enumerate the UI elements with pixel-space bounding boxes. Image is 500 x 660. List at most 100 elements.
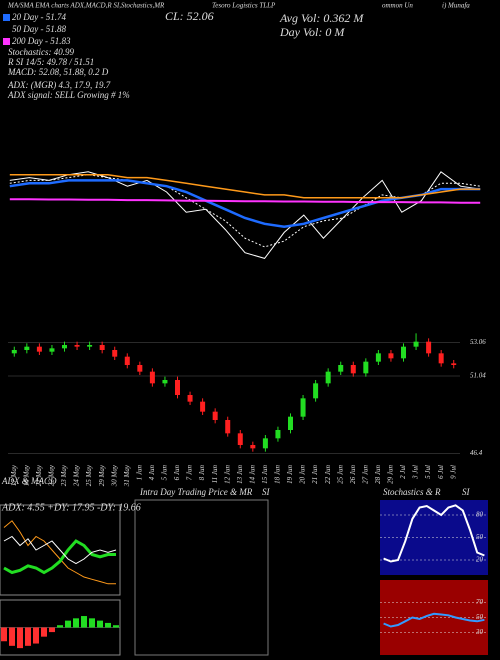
macd-bar bbox=[97, 620, 103, 628]
panel-title: SI bbox=[462, 487, 471, 497]
macd-bar bbox=[49, 627, 55, 633]
macd-bar bbox=[9, 627, 15, 646]
x-tick-label: 22 May bbox=[48, 464, 56, 486]
candle-body bbox=[212, 411, 218, 420]
x-tick-label: 3 Jul bbox=[412, 465, 420, 480]
candle-body bbox=[175, 380, 180, 395]
candle-body bbox=[388, 353, 394, 359]
indicator-label: R SI 14/5: 49.78 / 51.51 bbox=[7, 57, 94, 67]
macd-bar bbox=[57, 625, 63, 628]
candle-body bbox=[325, 371, 331, 384]
x-tick-label: 13 Jun bbox=[236, 465, 244, 484]
candle-body bbox=[300, 398, 306, 417]
x-tick-label: 22 Jun bbox=[324, 465, 332, 484]
legend-swatch bbox=[3, 38, 10, 45]
x-tick-label: 26 Jun bbox=[349, 465, 357, 484]
y-tick-label: 80 bbox=[476, 511, 484, 519]
candle-body bbox=[162, 380, 168, 384]
candle-body bbox=[401, 346, 406, 359]
candle-body bbox=[363, 361, 369, 374]
y-tick-label: 70 bbox=[476, 598, 484, 606]
y-tick-label: 50 bbox=[476, 613, 484, 621]
volume-label: Avg Vol: 0.362 M bbox=[279, 11, 364, 25]
x-tick-label: 27 Jun bbox=[361, 465, 369, 484]
series-line bbox=[9, 173, 481, 199]
macd-bar bbox=[25, 627, 31, 646]
series-line bbox=[383, 612, 485, 628]
x-tick-label: 23 May bbox=[60, 464, 68, 486]
x-tick-label: 30 May bbox=[110, 464, 118, 487]
x-tick-label: 18 May bbox=[22, 464, 30, 486]
x-tick-label: 7 Jun bbox=[186, 465, 194, 481]
candle-body bbox=[187, 395, 193, 402]
y-tick-label: 51.04 bbox=[470, 372, 486, 380]
x-tick-label: 29 May bbox=[98, 464, 106, 486]
x-tick-label: 18 Jun bbox=[274, 465, 282, 484]
header-text: ommon Un bbox=[382, 2, 413, 10]
series-line bbox=[3, 539, 116, 575]
candle-body bbox=[288, 416, 293, 430]
candle-body bbox=[124, 356, 130, 365]
intraday-panel bbox=[134, 499, 269, 656]
candle-body bbox=[451, 363, 457, 365]
y-tick-label: 50 bbox=[476, 533, 484, 541]
panel-title: Intra Day Trading Price & MR bbox=[139, 487, 253, 497]
macd-bar bbox=[1, 627, 7, 642]
candle-body bbox=[438, 353, 444, 364]
header-text: MA/SMA EMA charts ADX,MACD,R SI,Stochast… bbox=[7, 2, 165, 10]
x-tick-label: 4 Jun bbox=[148, 465, 156, 481]
panel-title: ADX & MACD bbox=[1, 476, 57, 486]
x-tick-label: 29 Jun bbox=[387, 465, 395, 484]
x-tick-label: 9 Jul bbox=[449, 465, 457, 479]
candle-body bbox=[112, 350, 118, 357]
ma-label: 20 Day - 51.74 bbox=[12, 12, 66, 22]
x-tick-label: 24 May bbox=[73, 464, 81, 486]
macd-bar bbox=[81, 616, 87, 628]
x-tick-label: 5 Jul bbox=[424, 465, 432, 479]
close-label: CL: 52.06 bbox=[165, 9, 214, 23]
x-tick-label: 25 Jun bbox=[336, 465, 344, 484]
macd-bar bbox=[65, 620, 71, 628]
y-tick-label: 20 bbox=[476, 556, 484, 564]
ma-label: 200 Day - 51.83 bbox=[12, 36, 71, 46]
x-tick-label: 28 Jun bbox=[374, 465, 382, 484]
x-tick-label: 21 May bbox=[35, 464, 43, 486]
candle-body bbox=[24, 346, 30, 350]
candle-body bbox=[11, 350, 17, 354]
panel-subtitle: ADX: 4.55 +DY: 17.95 -DY: 19.66 bbox=[1, 502, 141, 513]
legend-swatch bbox=[3, 14, 10, 21]
macd-bar bbox=[41, 627, 47, 637]
candle-body bbox=[350, 365, 356, 374]
candle-body bbox=[99, 345, 105, 350]
ma-label: 50 Day - 51.88 bbox=[12, 24, 66, 34]
series-line bbox=[3, 535, 117, 565]
series-line bbox=[9, 171, 481, 259]
macd-bar bbox=[17, 627, 23, 649]
x-tick-label: 25 May bbox=[85, 464, 93, 486]
candle-body bbox=[250, 445, 256, 449]
x-tick-label: 12 Jun bbox=[223, 465, 231, 484]
x-tick-label: 31 May bbox=[123, 464, 131, 487]
panel-border bbox=[0, 504, 121, 596]
macd-bar bbox=[33, 627, 39, 644]
y-tick-label: 46.4 bbox=[470, 449, 483, 457]
y-tick-label: 53.06 bbox=[470, 338, 486, 346]
x-tick-label: 5 Jun bbox=[161, 465, 169, 481]
macd-bar bbox=[113, 625, 119, 628]
x-tick-label: 2 Jul bbox=[399, 465, 407, 479]
candle-body bbox=[375, 353, 381, 362]
candle-body bbox=[49, 348, 55, 352]
panel-title: Stochastics & R bbox=[383, 487, 441, 497]
x-tick-label: 8 Jun bbox=[198, 465, 206, 481]
indicator-label: Stochastics: 40.99 bbox=[8, 47, 74, 57]
header-text: Tesoro Logistics TLLP bbox=[212, 2, 276, 10]
x-tick-label: 20 Jun bbox=[299, 465, 307, 484]
candle-body bbox=[36, 346, 42, 352]
macd-bar bbox=[73, 618, 79, 628]
volume-label: Day Vol: 0 M bbox=[279, 25, 345, 39]
panel-title: SI bbox=[262, 487, 271, 497]
candle-body bbox=[87, 345, 93, 347]
candle-body bbox=[137, 365, 143, 372]
y-tick-label: 30 bbox=[475, 628, 484, 636]
